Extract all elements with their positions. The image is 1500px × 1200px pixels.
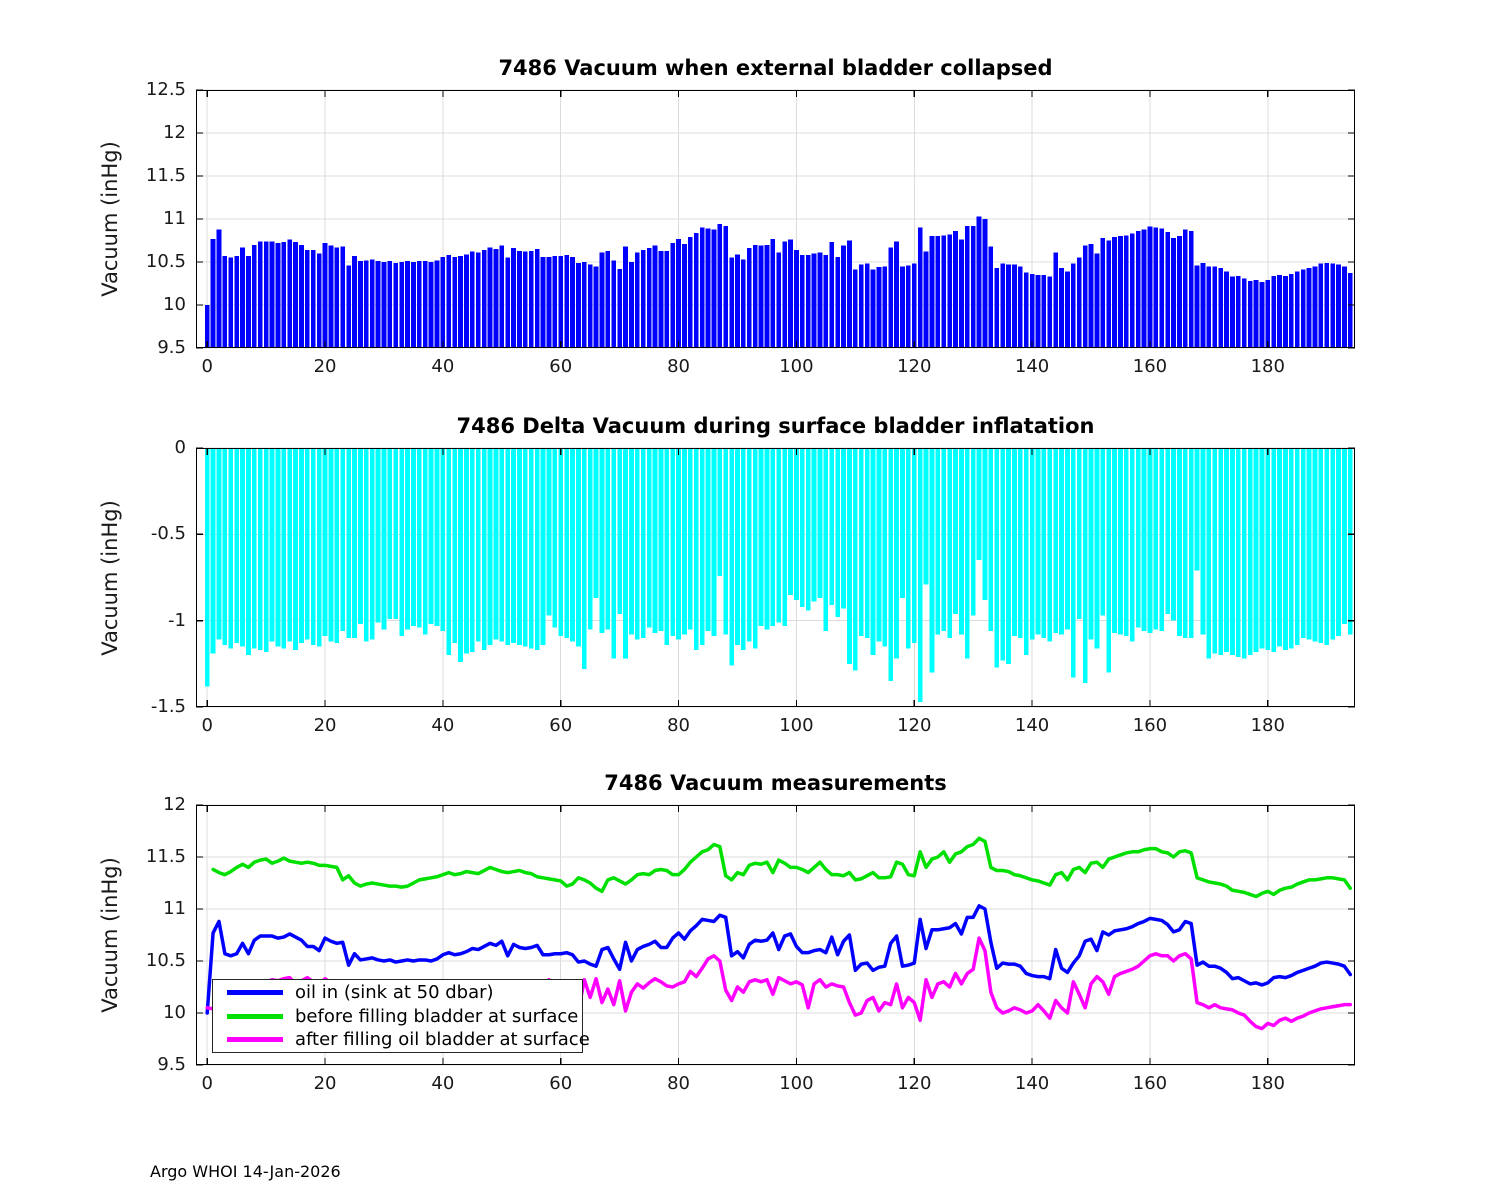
y-tick-label: 9.5 bbox=[157, 1054, 186, 1075]
x-tick-label: 20 bbox=[313, 1073, 337, 1094]
y-tick-label: 0 bbox=[174, 437, 186, 458]
x-tick-label: 60 bbox=[549, 1073, 573, 1094]
x-tick-label: 0 bbox=[201, 1073, 213, 1094]
y-axis-label: Vacuum (inHg) bbox=[98, 499, 122, 656]
chart-delta-vacuum: 7486 Delta Vacuum during surface bladder… bbox=[98, 414, 1356, 736]
plot-area bbox=[195, 447, 1356, 708]
y-tick-label: -0.5 bbox=[150, 523, 186, 545]
x-tick-label: 160 bbox=[1132, 1073, 1168, 1094]
y-tick-label: 10 bbox=[163, 294, 186, 315]
x-tick-label: 60 bbox=[549, 715, 573, 736]
x-tick-label: 180 bbox=[1250, 1073, 1285, 1094]
x-tick-label: 20 bbox=[313, 715, 337, 736]
x-tick-label: 140 bbox=[1014, 356, 1050, 377]
y-tick-label: 11.5 bbox=[145, 846, 186, 867]
y-tick-label: 11.5 bbox=[145, 165, 186, 186]
y-tick-label: 11 bbox=[163, 898, 186, 919]
chart-vacuum-measurements: 7486 Vacuum measurements Vacuum (inHg) o… bbox=[98, 771, 1356, 1094]
x-tick-label: 80 bbox=[667, 356, 691, 377]
y-tick-label: -1 bbox=[168, 609, 186, 631]
legend-item: after filling oil bladder at surface bbox=[213, 1029, 590, 1050]
x-tick-label: 140 bbox=[1014, 1073, 1050, 1094]
x-tick-label: 160 bbox=[1132, 715, 1168, 736]
x-tick-label: 100 bbox=[779, 356, 814, 377]
x-tick-label: 40 bbox=[431, 356, 455, 377]
plot-area bbox=[195, 804, 1356, 1066]
y-tick-label: 12 bbox=[163, 122, 186, 143]
x-tick-label: 180 bbox=[1250, 356, 1285, 377]
footer-text: Argo WHOI 14-Jan-2026 bbox=[150, 1162, 341, 1181]
x-tick-label: 140 bbox=[1014, 715, 1050, 736]
legend-label: after filling oil bladder at surface bbox=[295, 1028, 590, 1050]
x-tick-label: 160 bbox=[1132, 356, 1168, 377]
x-tick-label: 120 bbox=[897, 356, 932, 377]
chart-vacuum-collapsed: 7486 Vacuum when external bladder collap… bbox=[98, 56, 1356, 377]
x-tick-label: 100 bbox=[779, 715, 814, 736]
y-tick-label: 10 bbox=[163, 1002, 186, 1023]
x-tick-label: 80 bbox=[667, 715, 691, 736]
legend-item: before filling bladder at surface bbox=[213, 1006, 582, 1027]
x-tick-label: 20 bbox=[313, 356, 337, 377]
y-tick-label: 11 bbox=[163, 208, 186, 229]
y-tick-label: 9.5 bbox=[157, 337, 186, 358]
legend-line-sample-before-filling bbox=[227, 1013, 283, 1019]
y-tick-label: -1.5 bbox=[150, 696, 186, 717]
x-tick-label: 120 bbox=[897, 715, 932, 736]
chart-title: 7486 Delta Vacuum during surface bladder… bbox=[456, 414, 1095, 438]
x-tick-label: 180 bbox=[1250, 715, 1285, 736]
x-tick-label: 120 bbox=[897, 1073, 932, 1094]
legend-label: before filling bladder at surface bbox=[295, 1005, 579, 1027]
x-tick-label: 60 bbox=[549, 356, 573, 377]
y-tick-label: 10.5 bbox=[145, 950, 186, 971]
y-tick-label: 12 bbox=[163, 794, 186, 815]
x-tick-label: 0 bbox=[201, 715, 213, 736]
x-tick-label: 100 bbox=[779, 1073, 814, 1094]
legend-line-sample-oil-in bbox=[227, 990, 283, 996]
x-tick-label: 0 bbox=[201, 356, 213, 377]
legend-line-sample-after-filling bbox=[227, 1036, 283, 1042]
chart-title: 7486 Vacuum when external bladder collap… bbox=[498, 56, 1053, 80]
x-tick-label: 80 bbox=[667, 1073, 691, 1094]
plot-area bbox=[195, 89, 1356, 349]
x-tick-label: 40 bbox=[431, 1073, 455, 1094]
legend-label: oil in (sink at 50 dbar) bbox=[295, 982, 494, 1004]
x-tick-label: 40 bbox=[431, 715, 455, 736]
legend: oil in (sink at 50 dbar) before filling … bbox=[212, 979, 590, 1053]
legend-item: oil in (sink at 50 dbar) bbox=[213, 982, 582, 1003]
y-tick-label: 10.5 bbox=[145, 251, 186, 272]
y-tick-label: 12.5 bbox=[145, 79, 186, 100]
chart-title: 7486 Vacuum measurements bbox=[604, 771, 947, 795]
